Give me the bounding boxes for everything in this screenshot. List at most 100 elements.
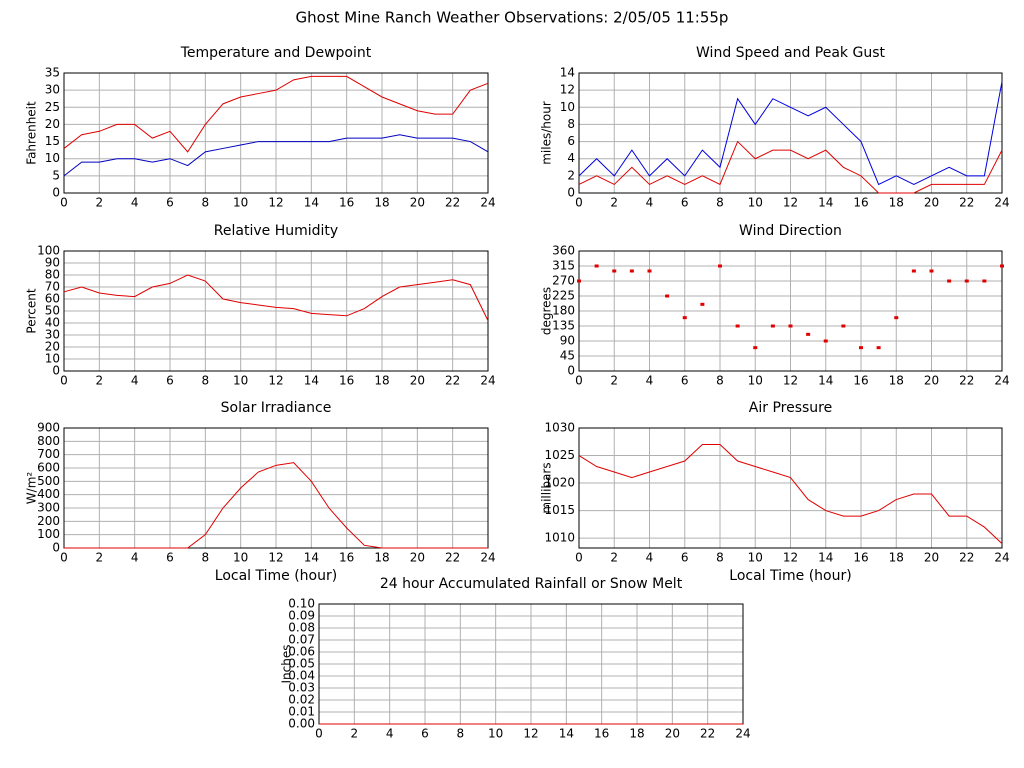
x-tick-label: 14: [304, 196, 319, 210]
y-tick-label: 50: [45, 304, 60, 318]
y-tick-label: 30: [45, 83, 60, 97]
x-tick-label: 14: [304, 551, 319, 565]
x-tick-label: 0: [60, 374, 68, 388]
x-tick-label: 10: [233, 196, 248, 210]
data-point: [735, 324, 740, 328]
chart-panel: Wind Directiondegrees0459013518022527031…: [540, 223, 1010, 388]
x-tick-label: 12: [783, 374, 798, 388]
y-tick-label: 0.00: [288, 717, 315, 731]
x-tick-label: 4: [646, 374, 654, 388]
x-tick-label: 6: [681, 196, 689, 210]
x-tick-label: 18: [374, 196, 389, 210]
data-line: [63, 134, 489, 177]
x-tick-label: 16: [339, 551, 354, 565]
data-point: [770, 324, 775, 328]
data-point: [841, 324, 846, 328]
x-tick-label: 6: [681, 374, 689, 388]
x-tick-label: 4: [646, 551, 654, 565]
y-tick-label: 40: [45, 316, 60, 330]
plot-frame: [63, 250, 489, 372]
y-axis-label: degrees: [540, 287, 554, 335]
x-tick-label: 0: [575, 196, 583, 210]
x-tick-label: 4: [131, 551, 139, 565]
y-tick-label: 0: [52, 186, 60, 200]
plot-frame: [578, 72, 1003, 194]
x-tick-label: 20: [410, 196, 425, 210]
y-tick-label: 10: [45, 151, 60, 165]
data-line: [578, 140, 1003, 194]
y-tick-label: 300: [37, 501, 60, 515]
y-tick-label: 90: [45, 256, 60, 270]
x-axis-label: Local Time (hour): [215, 568, 337, 584]
x-tick-label: 22: [445, 374, 460, 388]
y-tick-label: 2: [567, 168, 575, 182]
y-tick-label: 0: [567, 186, 575, 200]
y-tick-label: 400: [37, 487, 60, 501]
data-point: [594, 264, 599, 268]
x-tick-label: 24: [994, 196, 1009, 210]
page-title: Ghost Mine Ranch Weather Observations: 2…: [296, 9, 729, 27]
x-tick-label: 2: [610, 551, 618, 565]
x-tick-label: 20: [924, 551, 939, 565]
x-tick-label: 24: [994, 551, 1009, 565]
x-tick-label: 14: [818, 196, 833, 210]
y-tick-label: 0: [52, 364, 60, 378]
data-point: [577, 279, 581, 283]
x-tick-label: 10: [233, 551, 248, 565]
x-tick-label: 22: [959, 196, 974, 210]
x-tick-label: 8: [716, 196, 724, 210]
data-point: [964, 279, 969, 283]
plot-frame: [578, 427, 1003, 549]
y-tick-label: 225: [552, 289, 575, 303]
y-tick-label: 0.04: [288, 669, 315, 683]
x-tick-label: 16: [853, 196, 868, 210]
y-tick-label: 0: [52, 541, 60, 555]
x-tick-label: 2: [96, 374, 104, 388]
chart-title: Wind Direction: [739, 223, 842, 239]
chart-panel: 24 hour Accumulated Rainfall or Snow Mel…: [280, 576, 751, 741]
data-point: [806, 332, 811, 336]
x-tick-label: 4: [646, 196, 654, 210]
x-tick-label: 24: [994, 374, 1009, 388]
y-tick-label: 100: [37, 244, 60, 258]
chart-title: Relative Humidity: [214, 223, 338, 239]
data-point: [911, 269, 916, 273]
y-tick-label: 1010: [544, 531, 575, 545]
y-tick-label: 10: [45, 352, 60, 366]
data-point: [629, 269, 634, 273]
x-tick-label: 0: [315, 727, 323, 741]
x-tick-label: 16: [339, 196, 354, 210]
y-tick-label: 0.06: [288, 645, 315, 659]
x-tick-label: 2: [610, 196, 618, 210]
x-tick-label: 18: [889, 196, 904, 210]
chart-panel: Temperature and DewpointFahrenheit051015…: [25, 45, 496, 210]
x-tick-label: 20: [410, 374, 425, 388]
x-tick-label: 16: [853, 374, 868, 388]
x-tick-label: 6: [681, 551, 689, 565]
x-tick-label: 10: [748, 551, 763, 565]
plot-frame: [578, 250, 1003, 372]
plot-frame: [63, 427, 489, 549]
x-tick-label: 20: [665, 727, 680, 741]
y-tick-label: 1020: [544, 476, 575, 490]
x-tick-label: 22: [445, 196, 460, 210]
x-tick-label: 0: [575, 551, 583, 565]
x-tick-label: 4: [131, 196, 139, 210]
data-point: [788, 324, 793, 328]
y-axis-label: Percent: [25, 288, 39, 333]
y-tick-label: 12: [560, 83, 575, 97]
y-tick-label: 1025: [544, 448, 575, 462]
x-tick-label: 8: [202, 374, 210, 388]
x-tick-label: 24: [735, 727, 750, 741]
data-line: [578, 81, 1003, 186]
data-line: [64, 462, 488, 549]
data-point: [1000, 264, 1004, 268]
x-tick-label: 16: [339, 374, 354, 388]
y-axis-label: W/m²: [25, 472, 39, 505]
x-tick-label: 6: [166, 196, 174, 210]
x-tick-label: 18: [374, 551, 389, 565]
data-point: [929, 269, 934, 273]
x-tick-label: 8: [716, 551, 724, 565]
data-point: [665, 294, 670, 298]
